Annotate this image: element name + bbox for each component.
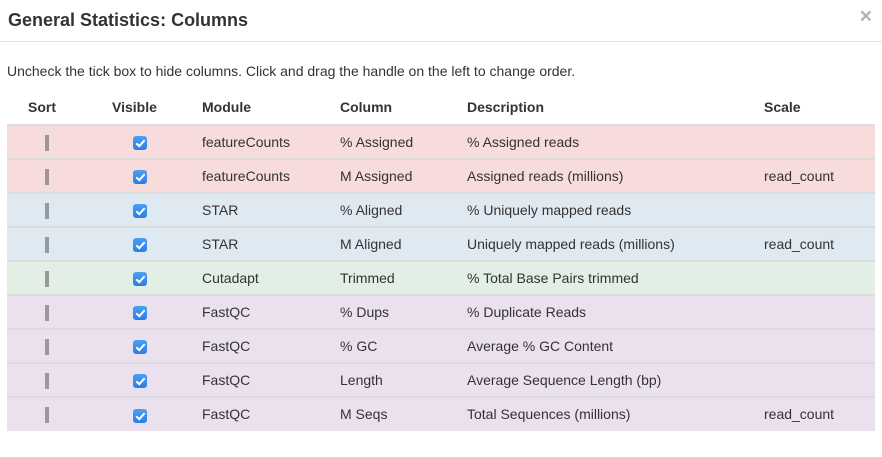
module-cell: FastQC: [195, 327, 333, 363]
column-cell: M Seqs: [333, 395, 460, 431]
column-cell: % Dups: [333, 293, 460, 329]
header-column: Column: [340, 98, 393, 115]
table-row: STAR M Aligned Uniquely mapped reads (mi…: [7, 225, 875, 261]
sort-cell: [7, 225, 105, 261]
header-scale: Scale: [764, 98, 801, 115]
description-cell: Average % GC Content: [460, 327, 757, 363]
table-header: Sort Visible Module Column Description S…: [7, 95, 875, 125]
close-button[interactable]: ×: [856, 2, 876, 31]
visible-checkbox[interactable]: [133, 408, 147, 423]
description-cell: % Uniquely mapped reads: [460, 191, 757, 227]
table-row: featureCounts M Assigned Assigned reads …: [7, 157, 875, 193]
scale-cell: [757, 191, 875, 227]
table-row: Cutadapt Trimmed % Total Base Pairs trim…: [7, 259, 875, 295]
visible-checkbox[interactable]: [133, 136, 147, 151]
modal-body: Uncheck the tick box to hide columns. Cl…: [0, 62, 882, 431]
visible-cell: [105, 225, 195, 261]
sort-cell: [7, 327, 105, 363]
header-sort: Sort: [28, 98, 56, 115]
drag-handle-icon[interactable]: [45, 236, 49, 253]
description-cell: % Assigned reads: [460, 123, 757, 159]
visible-cell: [105, 293, 195, 329]
visible-cell: [105, 395, 195, 431]
header-module: Module: [202, 98, 251, 115]
sort-cell: [7, 157, 105, 193]
sort-cell: [7, 259, 105, 295]
columns-table-body: featureCounts % Assigned % Assigned read…: [7, 123, 875, 431]
visible-checkbox[interactable]: [133, 340, 147, 355]
visible-checkbox[interactable]: [133, 374, 147, 389]
description-cell: Uniquely mapped reads (millions): [460, 225, 757, 261]
description-cell: % Duplicate Reads: [460, 293, 757, 329]
scale-cell: [757, 293, 875, 329]
sort-cell: [7, 361, 105, 397]
sort-cell: [7, 191, 105, 227]
scale-cell: [757, 327, 875, 363]
table-row: FastQC % Dups % Duplicate Reads: [7, 293, 875, 329]
scale-cell: [757, 123, 875, 159]
drag-handle-icon[interactable]: [45, 338, 49, 355]
column-cell: Length: [333, 361, 460, 397]
description-cell: Total Sequences (millions): [460, 395, 757, 431]
header-visible: Visible: [112, 98, 157, 115]
description-cell: Assigned reads (millions): [460, 157, 757, 193]
close-icon: ×: [859, 5, 872, 28]
column-cell: % GC: [333, 327, 460, 363]
visible-checkbox[interactable]: [133, 170, 147, 185]
sort-cell: [7, 123, 105, 159]
description-cell: % Total Base Pairs trimmed: [460, 259, 757, 295]
scale-cell: read_count: [757, 225, 875, 261]
table-row: FastQC % GC Average % GC Content: [7, 327, 875, 363]
drag-handle-icon[interactable]: [45, 372, 49, 389]
visible-checkbox[interactable]: [133, 204, 147, 219]
header-description: Description: [467, 98, 545, 115]
visible-cell: [105, 361, 195, 397]
scale-cell: read_count: [757, 395, 875, 431]
column-cell: M Aligned: [333, 225, 460, 261]
scale-cell: read_count: [757, 157, 875, 193]
visible-cell: [105, 123, 195, 159]
module-cell: STAR: [195, 225, 333, 261]
scale-cell: [757, 361, 875, 397]
module-cell: STAR: [195, 191, 333, 227]
table-row: STAR % Aligned % Uniquely mapped reads: [7, 191, 875, 227]
description-cell: Average Sequence Length (bp): [460, 361, 757, 397]
visible-checkbox[interactable]: [133, 272, 147, 287]
sort-cell: [7, 293, 105, 329]
table-row: featureCounts % Assigned % Assigned read…: [7, 123, 875, 159]
module-cell: FastQC: [195, 395, 333, 431]
sort-cell: [7, 395, 105, 431]
column-cell: Trimmed: [333, 259, 460, 295]
visible-cell: [105, 259, 195, 295]
columns-config-table: Sort Visible Module Column Description S…: [7, 95, 875, 431]
drag-handle-icon[interactable]: [45, 168, 49, 185]
column-cell: % Assigned: [333, 123, 460, 159]
drag-handle-icon[interactable]: [45, 202, 49, 219]
column-cell: % Aligned: [333, 191, 460, 227]
visible-cell: [105, 327, 195, 363]
visible-cell: [105, 191, 195, 227]
instruction-text: Uncheck the tick box to hide columns. Cl…: [7, 63, 576, 79]
module-cell: featureCounts: [195, 157, 333, 193]
column-cell: M Assigned: [333, 157, 460, 193]
table-row: FastQC M Seqs Total Sequences (millions)…: [7, 395, 875, 431]
module-cell: FastQC: [195, 293, 333, 329]
module-cell: featureCounts: [195, 123, 333, 159]
drag-handle-icon[interactable]: [45, 134, 49, 151]
visible-cell: [105, 157, 195, 193]
visible-checkbox[interactable]: [133, 238, 147, 253]
module-cell: Cutadapt: [195, 259, 333, 295]
modal-header: General Statistics: Columns ×: [0, 0, 882, 42]
table-row: FastQC Length Average Sequence Length (b…: [7, 361, 875, 397]
drag-handle-icon[interactable]: [45, 407, 49, 424]
page-title: General Statistics: Columns: [8, 10, 249, 30]
module-cell: FastQC: [195, 361, 333, 397]
drag-handle-icon[interactable]: [45, 304, 49, 321]
drag-handle-icon[interactable]: [45, 270, 49, 287]
visible-checkbox[interactable]: [133, 306, 147, 321]
scale-cell: [757, 259, 875, 295]
